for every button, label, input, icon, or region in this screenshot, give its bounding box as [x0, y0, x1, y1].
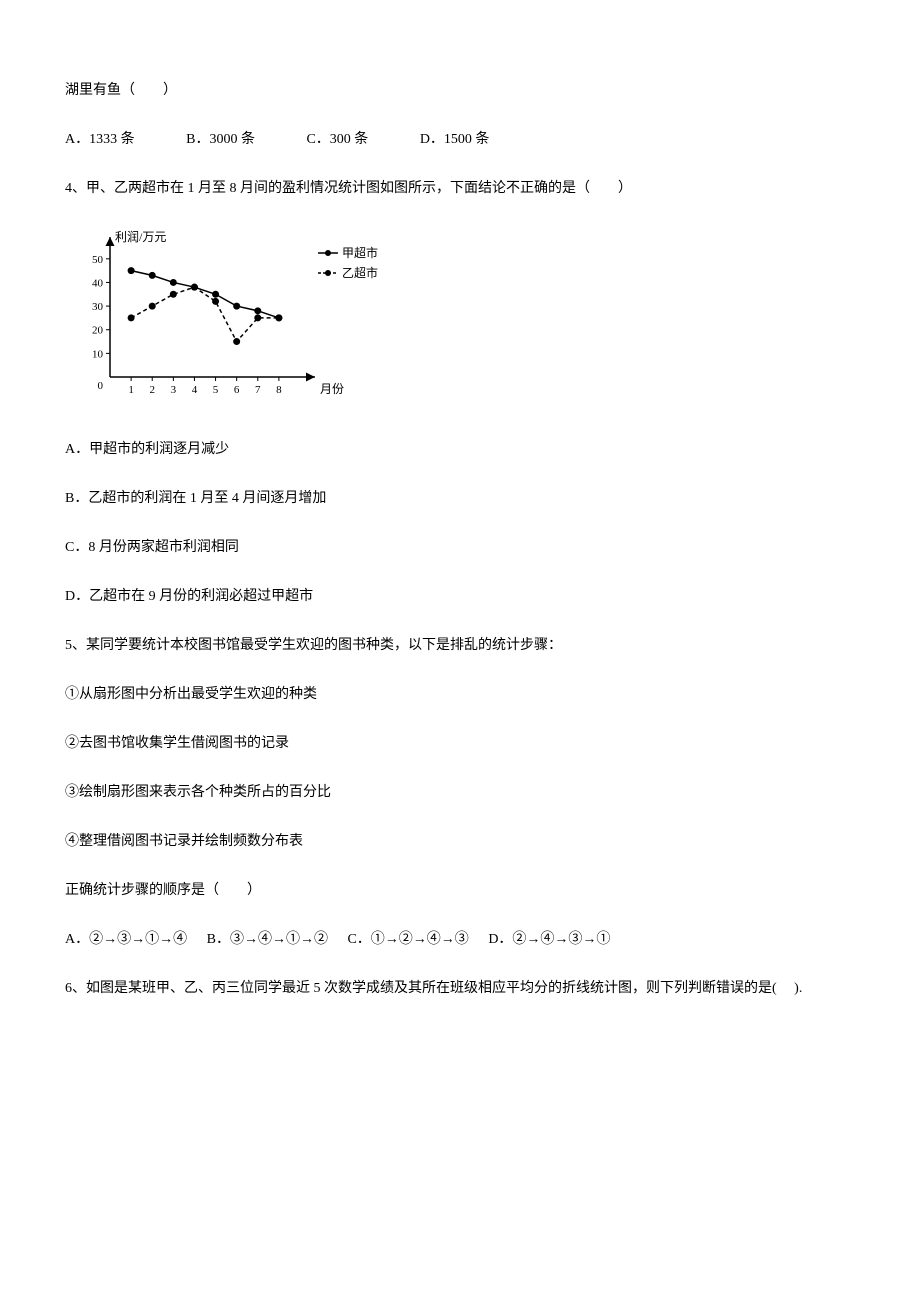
q4-option-b: B．乙超市的利润在 1 月至 4 月间逐月增加 — [65, 488, 855, 509]
q5-option-a: A．②→③→①→④ — [65, 932, 187, 947]
q5-stem: 5、某同学要统计本校图书馆最受学生欢迎的图书种类，以下是排乱的统计步骤： — [65, 635, 855, 656]
svg-text:4: 4 — [192, 384, 198, 396]
q5-step-3: ③绘制扇形图来表示各个种类所占的百分比 — [65, 782, 855, 803]
svg-text:3: 3 — [171, 384, 177, 396]
q5-options: A．②→③→①→④ B．③→④→①→② C．①→②→④→③ D．②→④→③→① — [65, 929, 855, 950]
q3-stem: 湖里有鱼（ ） — [65, 80, 855, 101]
q4-option-d: D．乙超市在 9 月份的利润必超过甲超市 — [65, 586, 855, 607]
q3-option-a: A．1333 条 — [65, 129, 135, 150]
q5-step-1: ①从扇形图中分析出最受学生欢迎的种类 — [65, 684, 855, 705]
q5-step-2: ②去图书馆收集学生借阅图书的记录 — [65, 733, 855, 754]
q4-chart: 利润/万元 10 20 30 40 50 0 1 2 3 4 5 6 7 8 月份 甲超市乙超市 — [65, 227, 385, 407]
svg-text:10: 10 — [92, 348, 104, 360]
svg-text:1: 1 — [128, 384, 134, 396]
q3-option-d: D．1500 条 — [420, 129, 490, 150]
svg-text:8: 8 — [276, 384, 282, 396]
svg-text:乙超市: 乙超市 — [342, 265, 378, 280]
q5-option-d: D．②→④→③→① — [488, 932, 610, 947]
svg-text:6: 6 — [234, 384, 240, 396]
svg-text:20: 20 — [92, 325, 104, 337]
q6-stem: 6、如图是某班甲、乙、丙三位同学最近 5 次数学成绩及其所在班级相应平均分的折线… — [65, 978, 855, 999]
svg-text:2: 2 — [149, 384, 155, 396]
svg-text:40: 40 — [92, 277, 104, 289]
q4-option-c: C．8 月份两家超市利润相同 — [65, 537, 855, 558]
q5-option-b: B．③→④→①→② — [207, 932, 328, 947]
svg-text:30: 30 — [92, 301, 104, 313]
q3-option-c: C．300 条 — [306, 129, 368, 150]
svg-text:0: 0 — [98, 380, 104, 392]
q3-option-b: B．3000 条 — [186, 129, 255, 150]
q4-stem: 4、甲、乙两超市在 1 月至 8 月间的盈利情况统计图如图所示，下面结论不正确的… — [65, 178, 855, 199]
q4-option-a: A．甲超市的利润逐月减少 — [65, 439, 855, 460]
svg-text:利润/万元: 利润/万元 — [115, 230, 166, 244]
svg-text:50: 50 — [92, 254, 104, 266]
svg-text:甲超市: 甲超市 — [342, 245, 378, 260]
q5-option-c: C．①→②→④→③ — [347, 932, 468, 947]
svg-text:月份: 月份 — [320, 382, 344, 396]
svg-text:7: 7 — [255, 384, 261, 396]
svg-text:5: 5 — [213, 384, 219, 396]
q5-step-4: ④整理借阅图书记录并绘制频数分布表 — [65, 831, 855, 852]
q4-chart-svg: 利润/万元 10 20 30 40 50 0 1 2 3 4 5 6 7 8 月份 甲超市乙超市 — [65, 227, 385, 407]
q5-ask: 正确统计步骤的顺序是（ ） — [65, 880, 855, 901]
q3-options: A．1333 条 B．3000 条 C．300 条 D．1500 条 — [65, 129, 855, 150]
